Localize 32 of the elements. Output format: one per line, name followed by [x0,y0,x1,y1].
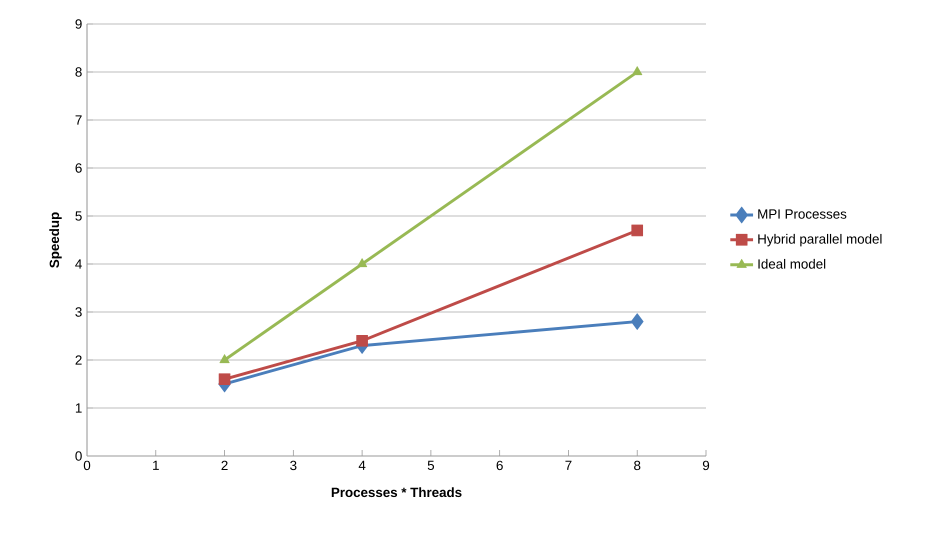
x-tick-label: 8 [634,460,640,470]
x-axis-title: Processes * Threads [332,487,462,498]
legend-label: MPI Processes [758,209,846,219]
point [357,258,368,268]
y-tick-label: 1 [76,403,82,413]
y-tick-label: 5 [75,211,82,221]
y-tick-label: 7 [76,115,82,125]
x-tick-label: 3 [290,460,296,470]
point [631,224,644,236]
y-axis-title: Speedup [49,212,62,268]
y-tick-label: 2 [76,355,82,365]
y-tick-label: 3 [75,307,82,317]
y-tick-label: 0 [75,451,82,461]
x-tick-label: 5 [428,460,434,470]
x-tick-label: 4 [358,460,366,470]
point [632,66,642,76]
y-tick-label: 4 [75,259,82,269]
point [218,373,230,386]
x-tick-label: 0 [84,460,90,470]
x-tick-label: 1 [153,460,159,470]
y-tick-label: 6 [76,163,82,173]
legend-label: Ideal model [758,258,826,269]
y-tick-label: 9 [76,19,82,29]
point [630,313,644,330]
point [219,354,230,364]
x-tick-label: 7 [565,460,572,470]
x-tick-label: 6 [496,460,503,470]
x-tick-label: 9 [702,460,710,470]
legend-label: Hybrid parallel model [758,234,882,246]
y-tick-label: 8 [75,67,82,77]
x-tick-label: 2 [222,460,228,470]
point [356,334,368,347]
